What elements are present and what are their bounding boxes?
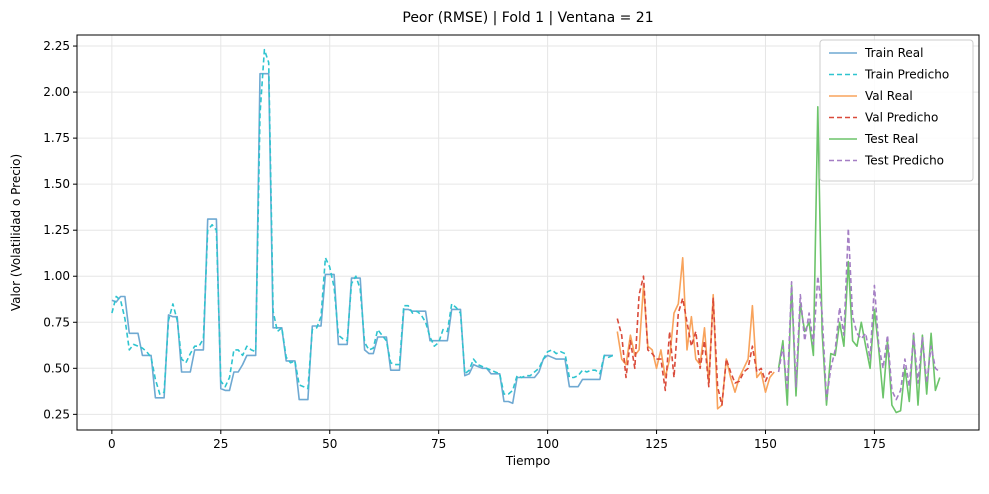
legend-label-test-real: Test Real [864,132,918,146]
legend-label-test-predicho: Test Predicho [864,154,944,168]
x-tick-label: 100 [536,437,559,451]
x-tick-label: 175 [863,437,886,451]
y-tick-label: 0.75 [43,315,70,329]
legend-label-val-real: Val Real [865,89,913,103]
series-line-train-predicho [111,48,614,395]
y-tick-label: 1.75 [43,131,70,145]
x-tick-label: 0 [108,437,116,451]
y-tick-label: 0.50 [43,361,70,375]
x-axis-ticks: 0 25 50 75 100 125 150 175 [108,430,886,451]
legend: Train Real Train Predicho Val Real Val Pred… [819,39,974,182]
y-tick-label: 0.25 [43,407,70,421]
y-axis-label: Valor (Volatilidad o Precio) [9,154,23,311]
grid-lines [77,35,979,430]
series-line-train-real [111,72,613,405]
y-tick-label: 2.25 [43,39,70,53]
series-lines [111,48,941,414]
x-tick-label: 125 [645,437,668,451]
x-tick-label: 25 [213,437,228,451]
y-tick-label: 1.50 [43,177,70,191]
legend-label-train-real: Train Real [864,46,923,60]
legend-label-train-predicho: Train Predicho [864,68,949,82]
series-line-val-predicho [616,275,775,406]
x-axis-label: Tiempo [505,454,550,468]
y-tick-label: 1.25 [43,223,70,237]
y-tick-label: 2.00 [43,85,70,99]
y-tick-label: 1.00 [43,269,70,283]
plot-frame [76,34,980,431]
x-tick-label: 150 [754,437,777,451]
series-line-test-predicho [777,227,941,401]
x-tick-label: 50 [322,437,337,451]
y-axis-ticks: 0.25 0.50 0.75 1.00 1.25 1.50 1.75 2.00 2.25 [43,39,77,421]
chart-title: Peor (RMSE) | Fold 1 | Ventana = 21 [402,10,653,26]
legend-box [819,39,974,182]
x-tick-label: 75 [431,437,446,451]
legend-label-val-predicho: Val Predicho [865,111,938,125]
